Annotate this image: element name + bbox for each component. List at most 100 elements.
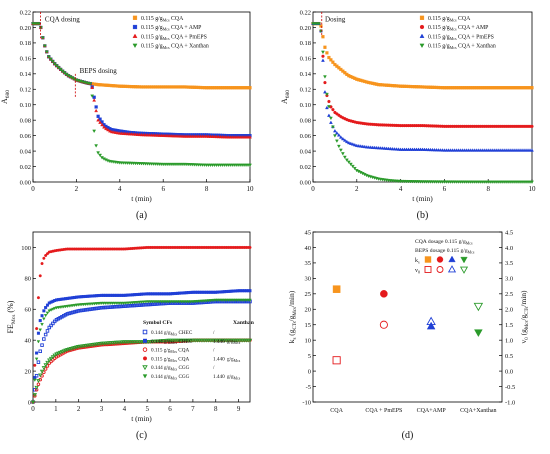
y-left-tick-label: 10 xyxy=(305,337,312,344)
x-tick-label: 6 xyxy=(168,405,172,413)
x-tick-label: 8 xyxy=(214,405,218,413)
data-point xyxy=(36,340,41,344)
y-tick-label: 0.06 xyxy=(300,133,312,140)
data-point xyxy=(348,162,353,167)
data-point xyxy=(337,66,341,70)
legend-marker xyxy=(142,338,147,343)
data-point xyxy=(94,108,99,113)
data-point xyxy=(65,312,70,316)
data-point xyxy=(50,355,56,360)
data-point xyxy=(32,393,38,398)
data-point xyxy=(248,298,252,302)
x-tick-label: 8 xyxy=(486,185,490,193)
data-point xyxy=(76,345,81,349)
y-right-tick-label: 2.0 xyxy=(505,307,513,314)
data-point xyxy=(67,311,71,316)
data-point xyxy=(109,305,113,309)
series-0 xyxy=(311,21,534,90)
data-point xyxy=(342,138,347,142)
data-point xyxy=(321,58,325,62)
legend-label: 0.115 g/gMcs CQA xyxy=(141,16,184,23)
data-point xyxy=(346,160,351,164)
x-tick-label: 0 xyxy=(31,405,35,413)
legend-header-symbol-cfs: Symbol CFs xyxy=(143,320,173,326)
legend-beps-dosage: BEPS dosage 0.115 g/gMcs xyxy=(415,248,475,254)
data-point xyxy=(331,60,335,64)
y-axis-label: FEMcs (%) xyxy=(6,300,17,333)
legend-v-marker xyxy=(436,266,444,273)
data-point xyxy=(44,50,49,54)
data-point xyxy=(108,129,112,133)
data-point xyxy=(56,66,61,70)
y-right-tick-label: 0.5 xyxy=(505,353,513,360)
y-right-tick-label: 1.0 xyxy=(505,337,513,344)
data-point xyxy=(247,338,253,343)
data-point xyxy=(83,308,88,312)
data-point xyxy=(35,351,39,355)
panel-label: (b) xyxy=(417,210,429,221)
legend-v-marker xyxy=(447,265,457,273)
data-point xyxy=(38,274,42,278)
y-tick-label: 0.20 xyxy=(300,25,311,32)
data-point xyxy=(248,135,252,139)
data-point xyxy=(113,130,118,134)
panel-a: 0 2 4 6 8 10 0.00 0.02 0.04 0.06 0.08 0.10 0.12 0.14 0… xyxy=(0,9,254,221)
data-point xyxy=(110,305,115,309)
data-point xyxy=(94,105,98,109)
data-point xyxy=(54,64,59,68)
legend-label: 0.115 g/gMcs CQA + Xanthan xyxy=(428,44,496,51)
data-point xyxy=(342,155,347,160)
data-point xyxy=(317,22,321,26)
x-axis-label: t (min) xyxy=(131,414,152,423)
x-tick-label: 6 xyxy=(443,185,447,193)
y-tick-label: 0.00 xyxy=(20,179,31,186)
data-point xyxy=(38,349,42,354)
data-point xyxy=(76,309,80,313)
y-right-tick-label: 4.5 xyxy=(505,229,513,236)
y-tick-label: 0.10 xyxy=(300,102,311,109)
data-point xyxy=(42,317,46,321)
data-point xyxy=(33,388,37,392)
data-point xyxy=(89,307,93,311)
data-point xyxy=(38,373,43,378)
y-axis-label: A680 xyxy=(280,90,291,104)
data-point xyxy=(321,35,325,39)
data-point xyxy=(101,305,106,310)
y-right-tick-label: 2.5 xyxy=(505,291,513,298)
legend-label: 0.115 g/gMcs CQA + PmEPS xyxy=(428,34,494,41)
data-point xyxy=(340,152,345,156)
data-point xyxy=(331,108,335,112)
data-point xyxy=(36,331,40,335)
data-point xyxy=(350,164,355,169)
data-point xyxy=(340,136,345,141)
data-point xyxy=(48,356,54,361)
data-point xyxy=(352,166,357,171)
legend-marker xyxy=(132,43,138,48)
data-point xyxy=(65,347,70,352)
legend-v-marker xyxy=(424,266,432,273)
legend-xanthan-value: / xyxy=(213,348,215,354)
data-point xyxy=(325,105,329,110)
data-point xyxy=(92,95,96,99)
series-0 xyxy=(31,21,252,90)
data-point xyxy=(119,304,124,309)
data-point xyxy=(98,306,102,310)
series-1 xyxy=(311,21,534,128)
data-point xyxy=(94,306,99,311)
y-left-tick-label: 20 xyxy=(305,307,312,314)
legend-label: 0.115 g/gMcs CQA xyxy=(151,348,189,354)
panel-label: (c) xyxy=(136,430,147,441)
x-axis-label: t (min) xyxy=(131,194,152,203)
series-1 xyxy=(31,289,252,404)
y-tick-label: 0 xyxy=(28,399,31,406)
x-tick-label: 2 xyxy=(77,405,81,413)
y-tick-label: 0.14 xyxy=(300,71,312,78)
data-point xyxy=(325,92,329,97)
y-left-tick-label: -10 xyxy=(302,399,311,406)
data-point xyxy=(344,158,349,162)
data-point xyxy=(81,308,86,312)
data-point xyxy=(248,86,252,90)
data-point xyxy=(104,126,108,131)
data-point xyxy=(44,253,48,257)
legend-marker xyxy=(419,15,425,20)
